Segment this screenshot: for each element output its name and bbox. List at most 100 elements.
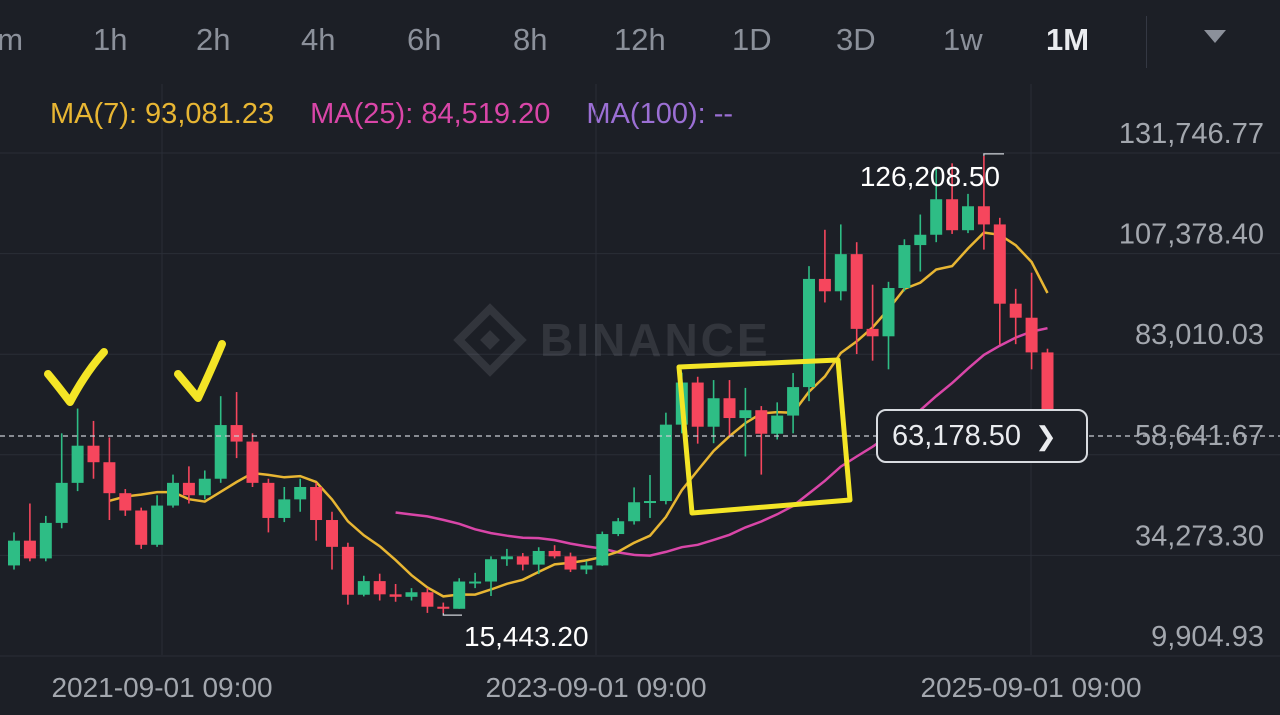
candle[interactable]: [659, 412, 672, 505]
candle[interactable]: [357, 575, 370, 597]
candle[interactable]: [612, 517, 625, 537]
candle[interactable]: [628, 487, 641, 525]
candle[interactable]: [310, 482, 323, 541]
y-tick-label: 34,273.30: [1135, 520, 1264, 552]
ma100-label: MA(100): --: [586, 98, 734, 130]
candle[interactable]: [644, 475, 656, 518]
markers: 126,208.50 15,443.20: [0, 153, 1280, 652]
candle[interactable]: [421, 588, 434, 613]
annotations: [44, 340, 853, 516]
candle[interactable]: [119, 489, 132, 516]
candle[interactable]: [962, 193, 974, 234]
candle[interactable]: [1025, 272, 1038, 370]
chevron-down-icon[interactable]: [1204, 30, 1226, 43]
candle[interactable]: [723, 380, 736, 436]
candle[interactable]: [373, 573, 386, 601]
candle[interactable]: [8, 532, 20, 570]
candle[interactable]: [803, 266, 815, 402]
x-tick-label: 2025-09-01 09:00: [920, 672, 1141, 703]
binance-logo-icon: [453, 303, 527, 377]
candle[interactable]: [214, 396, 227, 483]
candle[interactable]: [596, 531, 609, 566]
candle[interactable]: [564, 552, 577, 573]
candle[interactable]: [198, 470, 211, 500]
candle[interactable]: [405, 588, 418, 601]
candle[interactable]: [882, 281, 895, 370]
y-tick-label: 131,746.77: [1119, 118, 1264, 150]
timeframe-1w[interactable]: 1w: [943, 22, 983, 57]
timeframe-4h[interactable]: 4h: [301, 22, 336, 57]
candle[interactable]: [103, 437, 116, 521]
candle[interactable]: [294, 478, 307, 512]
y-axis: 131,746.77 107,378.40 83,010.03 58,641.67 34…: [1119, 118, 1264, 653]
candle[interactable]: [437, 602, 450, 614]
candle[interactable]: [691, 376, 704, 444]
y-tick-label: 9,904.93: [1151, 621, 1264, 653]
candle[interactable]: [389, 584, 402, 602]
candle[interactable]: [993, 217, 1006, 345]
candle[interactable]: [977, 155, 990, 250]
timeframe-8h[interactable]: 8h: [513, 22, 548, 57]
price-chart[interactable]: BINANCE 126,208.50 15,443.20 131,746.77 10…: [0, 84, 1280, 715]
x-tick-label: 2023-09-01 09:00: [485, 672, 706, 703]
checkmark-icon: [174, 340, 226, 402]
timeframe-3d[interactable]: 3D: [836, 22, 876, 57]
timeframe-0m[interactable]: 0m: [0, 22, 24, 57]
high-price-label: 126,208.50: [860, 161, 1000, 192]
y-tick-label: 107,378.40: [1119, 219, 1264, 251]
timeframe-12h[interactable]: 12h: [614, 22, 666, 57]
timeframe-6h[interactable]: 6h: [407, 22, 442, 57]
candle[interactable]: [326, 511, 338, 570]
current-price-badge[interactable]: 63,178.50 ❯: [876, 409, 1088, 463]
candle[interactable]: [23, 503, 36, 562]
candle[interactable]: [246, 433, 259, 487]
high-leader-line: [983, 153, 1004, 156]
candle[interactable]: [39, 515, 52, 562]
candle[interactable]: [278, 486, 291, 523]
candle[interactable]: [930, 169, 943, 243]
timeframe-1m[interactable]: 1M: [1046, 22, 1090, 57]
candle[interactable]: [898, 239, 911, 292]
candle[interactable]: [500, 548, 513, 566]
candle[interactable]: [834, 224, 847, 301]
x-tick-label: 2021-09-01 09:00: [51, 672, 272, 703]
candle[interactable]: [755, 406, 768, 475]
candle[interactable]: [71, 408, 84, 492]
candle[interactable]: [946, 163, 959, 234]
watermark: BINANCE: [453, 303, 768, 377]
candle[interactable]: [516, 553, 529, 571]
timeframe-1h[interactable]: 1h: [93, 22, 128, 57]
candle[interactable]: [787, 373, 800, 434]
candle[interactable]: [55, 433, 68, 529]
timeframe-2h[interactable]: 2h: [196, 22, 231, 57]
candle[interactable]: [532, 547, 545, 575]
candle[interactable]: [771, 402, 784, 440]
candle[interactable]: [87, 420, 100, 479]
candle[interactable]: [818, 229, 831, 303]
candle[interactable]: [707, 380, 720, 444]
candle[interactable]: [739, 387, 752, 457]
current-price-value: 63,178.50: [892, 419, 1022, 452]
candle[interactable]: [580, 561, 593, 575]
candle[interactable]: [341, 542, 354, 605]
candle[interactable]: [167, 474, 179, 508]
candle[interactable]: [914, 214, 927, 272]
candle[interactable]: [548, 545, 561, 559]
candle[interactable]: [262, 478, 275, 533]
candle[interactable]: [485, 556, 497, 596]
x-axis: 2021-09-01 09:00 2023-09-01 09:00 2025-09-…: [51, 672, 1141, 703]
candle[interactable]: [151, 495, 164, 547]
timeframe-1d[interactable]: 1D: [732, 22, 772, 57]
candle[interactable]: [453, 578, 466, 609]
candle[interactable]: [1009, 288, 1022, 345]
y-tick-label: 83,010.03: [1135, 319, 1264, 351]
checkmark-icon: [44, 348, 108, 406]
low-leader-line: [442, 613, 462, 616]
candle[interactable]: [866, 284, 879, 361]
candle[interactable]: [135, 507, 148, 549]
chart-grid: [0, 84, 1280, 657]
candle[interactable]: [230, 392, 243, 459]
candle[interactable]: [850, 242, 863, 355]
candle[interactable]: [182, 466, 195, 504]
candle[interactable]: [469, 572, 482, 589]
